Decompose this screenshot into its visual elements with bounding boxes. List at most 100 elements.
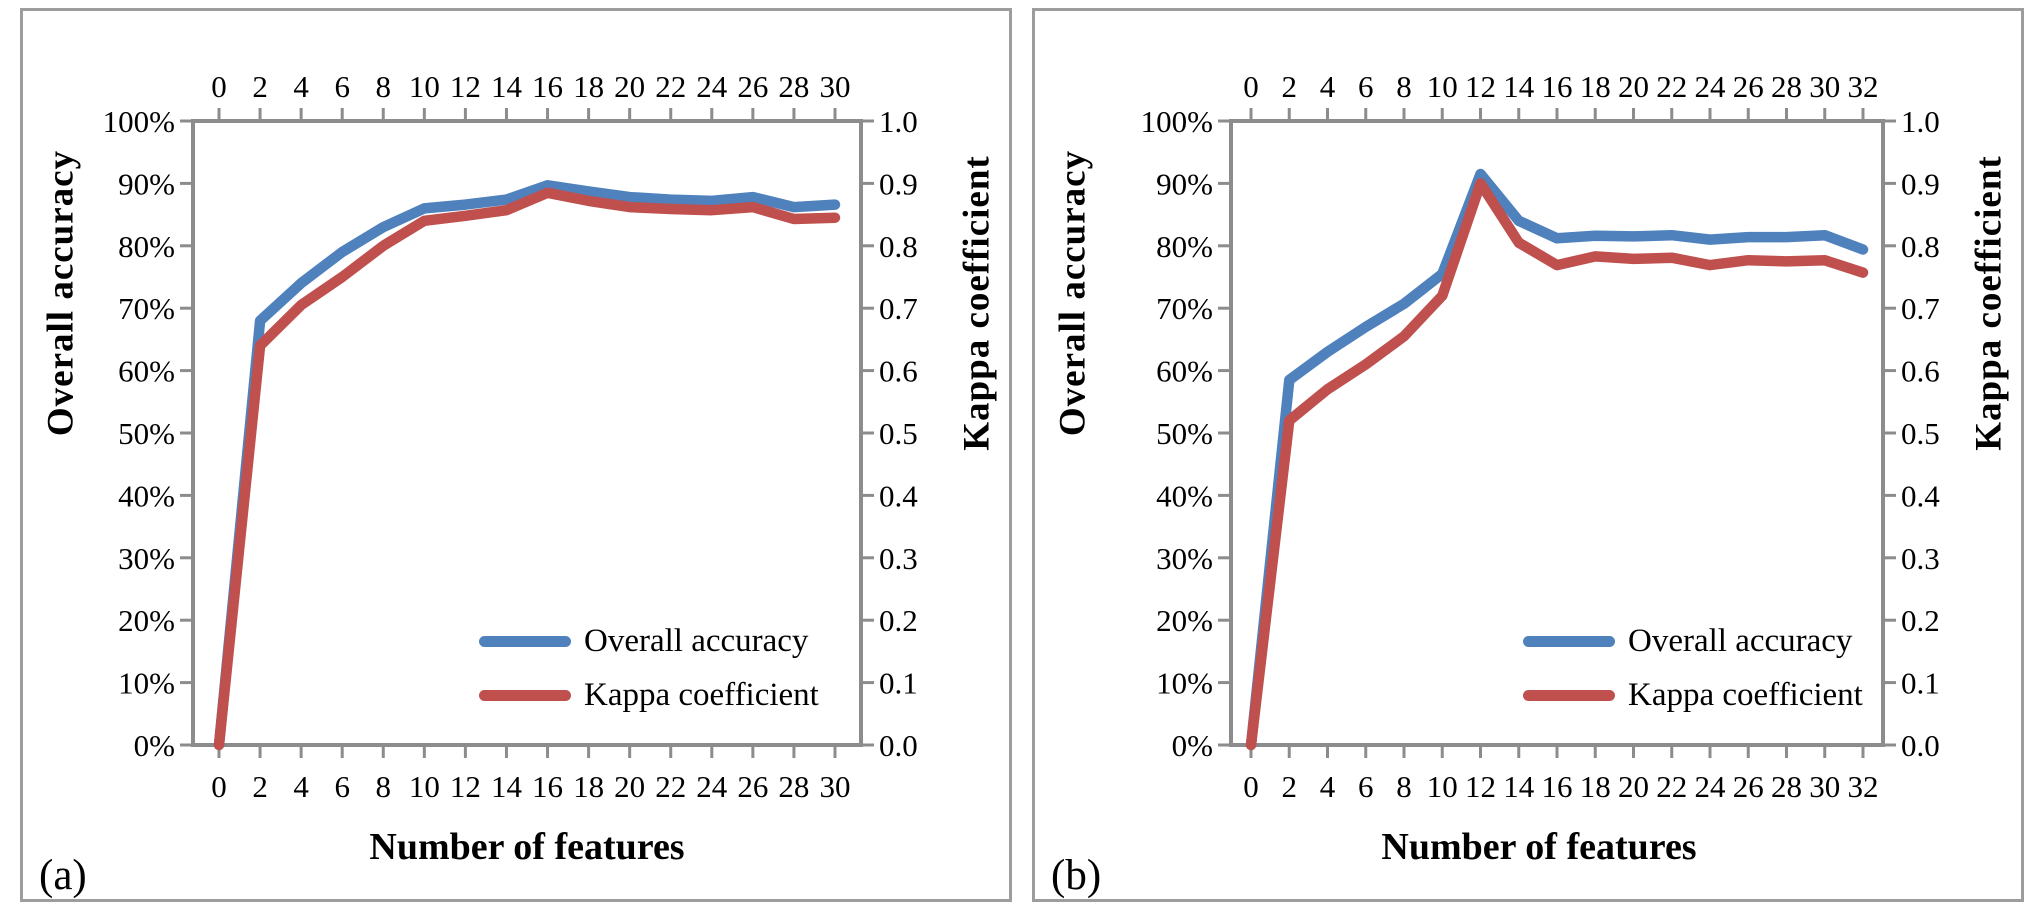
x-tick-label-bottom: 8 [1396, 769, 1412, 804]
y-tick-label-left: 20% [118, 603, 175, 638]
x-tick-label-bottom: 2 [1282, 769, 1298, 804]
x-tick-label-top: 2 [252, 69, 267, 104]
x-tick-label-top: 8 [376, 69, 392, 104]
x-tick-label-bottom: 4 [1320, 769, 1336, 804]
y-tick-label-left: 30% [118, 541, 175, 576]
x-tick-label-top: 28 [778, 69, 809, 104]
y-axis-title-kappa-coefficient: Kappa coefficient [956, 155, 998, 451]
x-tick-label-top: 22 [655, 69, 686, 104]
x-tick-label-bottom: 14 [1503, 769, 1535, 804]
x-tick-label-bottom: 10 [409, 769, 440, 804]
x-tick-label-top: 26 [1733, 69, 1764, 104]
y-tick-label-right: 1.0 [879, 104, 918, 139]
legend-line-swatch-blue [1523, 635, 1615, 647]
x-tick-label-bottom: 28 [1771, 769, 1802, 804]
y-tick-label-left: 60% [118, 354, 175, 389]
x-tick-label-bottom: 22 [655, 769, 686, 804]
x-tick-label-bottom: 2 [252, 769, 267, 804]
x-tick-label-top: 30 [1809, 69, 1840, 104]
x-tick-label-bottom: 18 [573, 769, 604, 804]
x-tick-label-top: 4 [1320, 69, 1336, 104]
y-tick-label-left: 70% [1156, 291, 1213, 326]
y-tick-label-left: 80% [1156, 229, 1213, 264]
y-axis-title-overall-accuracy: Overall accuracy [1052, 149, 1094, 437]
y-tick-label-right: 0.0 [879, 728, 918, 763]
y-tick-label-left: 80% [118, 229, 175, 264]
panel-a: 0 0 2 2 4 4 6 6 8 8 10 10 12 12 14 14 16 16 18 18 20 20 22 22 24… [20, 8, 1012, 902]
y-tick-label-right: 0.5 [1901, 416, 1940, 451]
x-tick-label-bottom: 6 [1358, 769, 1374, 804]
x-tick-label-top: 32 [1848, 69, 1879, 104]
y-tick-label-right: 0.3 [1901, 541, 1940, 576]
x-tick-label-top: 12 [450, 69, 481, 104]
legend-item-overall-accuracy: Overall accuracy [479, 621, 819, 661]
x-tick-label-bottom: 32 [1848, 769, 1879, 804]
x-tick-label-top: 14 [491, 69, 523, 104]
y-tick-label-left: 50% [118, 416, 175, 451]
y-tick-label-right: 0.2 [1901, 603, 1940, 638]
y-tick-label-left: 10% [118, 666, 175, 701]
x-tick-label-top: 8 [1396, 69, 1412, 104]
y-tick-label-right: 0.8 [879, 229, 918, 264]
y-tick-label-right: 0.4 [879, 478, 918, 513]
x-tick-label-bottom: 10 [1427, 769, 1458, 804]
y-tick-label-left: 40% [118, 478, 175, 513]
x-tick-label-top: 30 [820, 69, 851, 104]
y-tick-label-right: 0.1 [1901, 666, 1940, 701]
chart-canvas-a: 0022446688101012121414161618182020222224… [103, 69, 919, 804]
y-tick-label-right: 0.1 [879, 666, 918, 701]
legend-line-swatch-blue [479, 635, 571, 647]
x-tick-label-bottom: 24 [1695, 769, 1727, 804]
x-tick-label-top: 16 [1542, 69, 1573, 104]
x-tick-label-top: 28 [1771, 69, 1802, 104]
x-tick-label-top: 0 [1243, 69, 1259, 104]
y-tick-label-right: 0.6 [1901, 354, 1940, 389]
x-tick-label-top: 20 [1618, 69, 1649, 104]
y-tick-label-right: 0.7 [1901, 291, 1940, 326]
y-tick-label-right: 1.0 [1901, 104, 1940, 139]
x-tick-label-bottom: 26 [1733, 769, 1764, 804]
y-tick-label-left: 30% [1156, 541, 1213, 576]
y-tick-label-right: 0.3 [879, 541, 918, 576]
x-tick-label-bottom: 16 [1542, 769, 1573, 804]
x-tick-label-top: 12 [1465, 69, 1496, 104]
y-tick-label-right: 0.8 [1901, 229, 1940, 264]
x-tick-label-top: 18 [573, 69, 604, 104]
x-tick-label-bottom: 4 [293, 769, 309, 804]
x-axis-title: Number of features [369, 826, 685, 868]
y-tick-label-left: 100% [103, 104, 175, 139]
panel-label-a: (a) [39, 852, 87, 899]
x-tick-label-top: 14 [1503, 69, 1535, 104]
x-tick-label-top: 20 [614, 69, 645, 104]
y-tick-label-left: 90% [118, 166, 175, 201]
legend-item-overall-accuracy: Overall accuracy [1523, 621, 1863, 661]
y-tick-label-right: 0.5 [879, 416, 918, 451]
legend-label-overall-accuracy: Overall accuracy [1628, 622, 1853, 659]
x-tick-label-top: 16 [532, 69, 563, 104]
series-line-overall-accuracy [1245, 168, 1869, 751]
series-line-kappa-coefficient [213, 187, 841, 751]
y-tick-label-left: 0% [1172, 728, 1213, 763]
legend-item-kappa-coefficient: Kappa coefficient [1523, 675, 1863, 715]
y-tick-label-right: 0.7 [879, 291, 918, 326]
x-tick-label-bottom: 24 [696, 769, 728, 804]
x-tick-label-bottom: 0 [211, 769, 227, 804]
legend-label-overall-accuracy: Overall accuracy [584, 622, 809, 659]
x-tick-label-bottom: 20 [614, 769, 645, 804]
x-tick-label-top: 4 [293, 69, 309, 104]
y-tick-label-left: 70% [118, 291, 175, 326]
x-tick-label-bottom: 22 [1656, 769, 1687, 804]
y-tick-label-left: 20% [1156, 603, 1213, 638]
x-tick-label-top: 24 [696, 69, 728, 104]
series-line-kappa-coefficient [1245, 178, 1869, 751]
legend-item-kappa-coefficient: Kappa coefficient [479, 675, 819, 715]
y-tick-label-left: 10% [1156, 666, 1213, 701]
panel-b: 0 0 2 2 4 4 6 6 8 8 10 10 12 12 14 14 16 16 18 18 20 20 22 22 24… [1032, 8, 2024, 902]
y-tick-label-right: 0.4 [1901, 478, 1940, 513]
x-tick-label-bottom: 16 [532, 769, 563, 804]
y-tick-label-right: 0.9 [1901, 166, 1940, 201]
legend-label-kappa-coefficient: Kappa coefficient [1628, 676, 1863, 713]
y-tick-label-left: 40% [1156, 478, 1213, 513]
x-tick-label-bottom: 30 [1809, 769, 1840, 804]
x-tick-label-top: 2 [1282, 69, 1298, 104]
